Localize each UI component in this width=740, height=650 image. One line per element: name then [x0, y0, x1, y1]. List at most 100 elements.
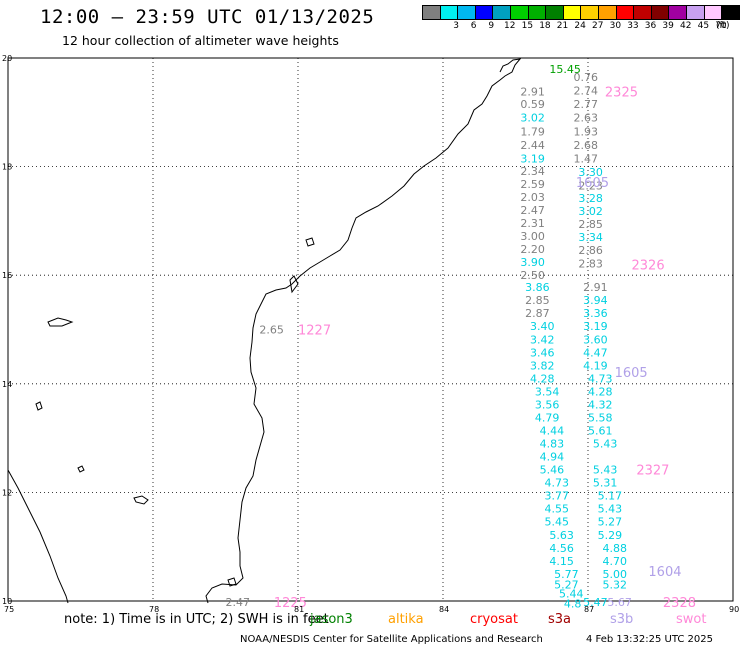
wave-height-value: 1.47: [574, 152, 599, 165]
wave-height-value: 5.67: [607, 596, 632, 609]
wave-height-value: 5.31: [593, 477, 618, 490]
wave-height-value: 3.40: [530, 320, 555, 333]
wave-height-value: 5.61: [588, 424, 613, 437]
wave-height-value: 2.20: [520, 243, 545, 256]
pass-time-label: 1225: [274, 596, 307, 611]
y-tick-label: 20: [2, 54, 12, 63]
wave-height-value: 3.02: [578, 205, 603, 218]
wave-height-value: 3.42: [530, 333, 555, 346]
x-tick-label: 78: [149, 605, 159, 614]
wave-height-value: 3.00: [520, 230, 545, 243]
satellite-s3b: s3b: [610, 612, 634, 627]
wave-height-value: 1.79: [520, 125, 545, 138]
wave-height-value: 4.73: [588, 372, 613, 385]
map-frame: [7, 57, 734, 602]
colorbar-swatch: [721, 5, 740, 20]
wave-height-value: 3.86: [525, 281, 550, 294]
colorbar-label: 18: [539, 21, 551, 31]
colorbar-unit: (ft): [716, 21, 730, 31]
wave-height-value: 3.30: [578, 166, 603, 179]
wave-height-value: 4.44: [540, 424, 565, 437]
pass-time-label: 2325: [605, 86, 638, 101]
wave-height-value: 2.68: [574, 139, 599, 152]
wave-height-value: 4.79: [535, 411, 560, 424]
chart-subtitle: 12 hour collection of altimeter wave hei…: [62, 33, 339, 48]
y-tick-label: 16: [2, 271, 12, 280]
wave-height-value: 2.59: [520, 178, 545, 191]
wave-height-value: 4.94: [540, 451, 565, 464]
colorbar-label: 33: [627, 21, 639, 31]
wave-height-value: 4.8: [564, 598, 582, 611]
wave-height-value: 3.54: [535, 385, 560, 398]
wave-height-value: 2.23: [578, 180, 603, 193]
wave-height-value: 2.47: [520, 204, 545, 217]
x-tick-label: 87: [584, 605, 594, 614]
wave-height-value: 3.94: [583, 294, 608, 307]
pass-time-label: 1604: [648, 565, 681, 580]
colorbar-label: 12: [504, 21, 516, 31]
wave-height-value: 3.82: [530, 359, 555, 372]
wave-height-value: 2.74: [574, 85, 599, 98]
wave-height-value: 5.32: [603, 579, 628, 592]
wave-height-value: 4.70: [603, 555, 628, 568]
wave-height-value: 5.47: [583, 596, 608, 609]
colorbar-label: 42: [680, 21, 692, 31]
wave-height-value: 4.55: [545, 503, 570, 516]
footer-credit: NOAA/NESDIS Center for Satellite Applica…: [240, 634, 543, 645]
note-line: note: 1) Time is in UTC; 2) SWH is in fe…: [0, 612, 740, 630]
y-tick-label: 14: [2, 380, 12, 389]
wave-height-value: 1.93: [574, 125, 599, 138]
wave-height-value: 2.87: [525, 307, 550, 320]
pass-time-label: 2327: [636, 464, 669, 479]
pass-time-label: 1605: [576, 176, 609, 191]
pass-time-label: 2328: [663, 596, 696, 611]
map-grid: [7, 57, 734, 602]
wave-height-value: 4.28: [588, 385, 613, 398]
wave-height-value: 3.34: [578, 231, 603, 244]
wave-height-value: 4.88: [603, 542, 628, 555]
wave-height-value: 3.77: [545, 490, 570, 503]
y-tick-label: 12: [2, 488, 12, 497]
y-tick-label: 18: [2, 163, 12, 172]
x-tick-label: 90: [729, 605, 739, 614]
colorbar-label: 70: [715, 21, 727, 31]
wave-height-value: 0.59: [520, 98, 545, 111]
footer-timestamp: 4 Feb 13:32:25 UTC 2025: [586, 634, 713, 645]
wave-height-value: 2.34: [520, 165, 545, 178]
wave-height-value: 5.43: [593, 464, 618, 477]
wave-height-value: 3.56: [535, 398, 560, 411]
wave-height-value: 4.47: [583, 346, 608, 359]
wave-height-value: 4.83: [540, 438, 565, 451]
colorbar-label: 3: [453, 21, 459, 31]
wave-height-value: 3.36: [583, 307, 608, 320]
wave-height-value: 0.76: [574, 71, 599, 84]
colorbar-label: 6: [470, 21, 477, 31]
wave-height-value: 5.45: [545, 516, 570, 529]
wave-height-value: 4.15: [549, 555, 574, 568]
satellite-altika: altika: [388, 612, 424, 627]
wave-height-value: 15.45: [549, 63, 581, 76]
pass-time-label: 1227: [298, 324, 331, 339]
wave-height-value: 3.60: [583, 333, 608, 346]
colorbar-label: 30: [609, 21, 622, 31]
satellite-s3a: s3a: [548, 612, 572, 627]
wave-height-value: 2.31: [520, 217, 545, 230]
wave-height-value: 5.63: [549, 529, 574, 542]
wave-height-value: 4.32: [588, 398, 613, 411]
coastline: [7, 58, 522, 604]
wave-height-value: 2.85: [525, 294, 550, 307]
wave-height-value: 2.91: [520, 86, 545, 99]
colorbar-label: 9: [488, 21, 495, 31]
wave-height-labels: 15.450.762.742.910.59 2.773.02 2.631.79 1.9…: [226, 63, 697, 611]
wave-height-value: 5.58: [588, 411, 613, 424]
colorbar-label: 21: [556, 21, 569, 31]
wave-height-value: 5.77: [554, 568, 579, 581]
coastline-mainland: [205, 58, 522, 604]
wave-height-value: 5.27: [598, 516, 623, 529]
colorbar-label: 45: [697, 21, 710, 31]
wave-height-value: 2.47: [226, 596, 251, 609]
colorbar-label: 27: [592, 21, 604, 31]
wave-height-value: 3.19: [583, 320, 608, 333]
wave-height-value: 5.29: [598, 529, 623, 542]
chart-title: 12:00 – 23:59 UTC 01/13/2025: [40, 6, 375, 28]
